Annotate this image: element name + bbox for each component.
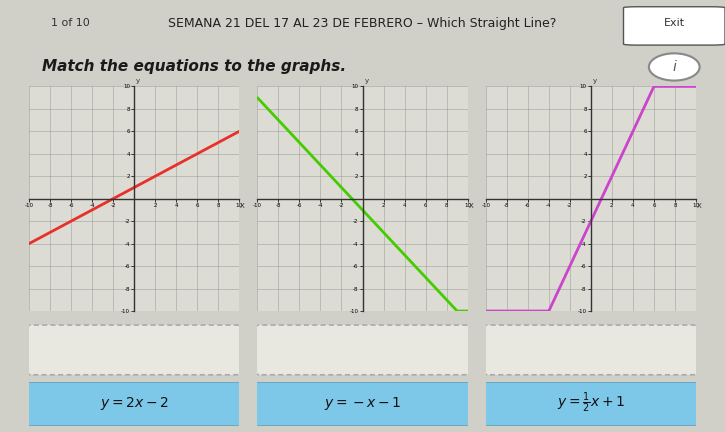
Text: y: y [365, 78, 369, 84]
Text: X: X [697, 203, 702, 209]
FancyBboxPatch shape [255, 325, 470, 375]
FancyBboxPatch shape [27, 325, 241, 375]
Text: y: y [593, 78, 597, 84]
Text: $y=2x-2$: $y=2x-2$ [99, 394, 169, 412]
Text: $y=-x-1$: $y=-x-1$ [324, 394, 401, 412]
Text: 1 of 10: 1 of 10 [51, 18, 89, 29]
FancyBboxPatch shape [479, 382, 703, 426]
FancyBboxPatch shape [22, 382, 246, 426]
Text: X: X [468, 203, 473, 209]
Text: $y=\frac{1}{2}x+1$: $y=\frac{1}{2}x+1$ [557, 391, 625, 415]
Text: y: y [136, 78, 141, 84]
Text: i: i [672, 60, 676, 74]
Circle shape [649, 53, 700, 80]
FancyBboxPatch shape [251, 382, 474, 426]
Text: X: X [240, 203, 245, 209]
FancyBboxPatch shape [624, 7, 725, 45]
Text: Match the equations to the graphs.: Match the equations to the graphs. [42, 60, 347, 74]
Text: SEMANA 21 DEL 17 AL 23 DE FEBRERO – Which Straight Line?: SEMANA 21 DEL 17 AL 23 DE FEBRERO – Whic… [168, 17, 557, 30]
FancyBboxPatch shape [484, 325, 698, 375]
Text: Exit: Exit [663, 18, 685, 29]
